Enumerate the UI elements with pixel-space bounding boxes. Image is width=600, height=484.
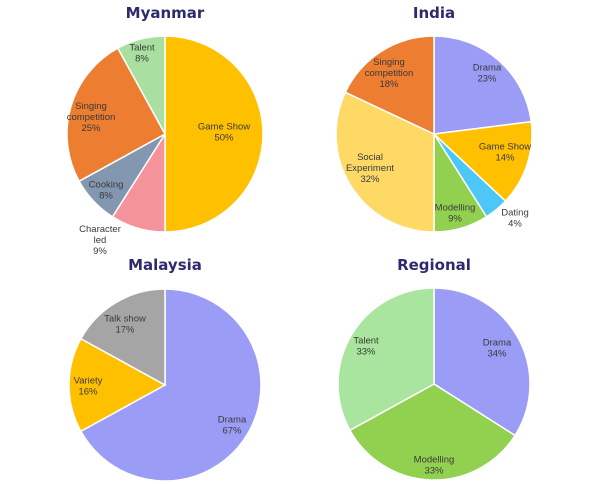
- slice-category: Social: [357, 152, 383, 163]
- slice-label: Cooking 8%: [89, 180, 124, 202]
- slice-percent: 14%: [495, 153, 515, 164]
- slice-percent: 32%: [360, 174, 380, 185]
- slice-label: Game Show 50%: [198, 122, 250, 144]
- slice-label: Dating 4%: [501, 208, 528, 230]
- slice-category: Singing: [373, 57, 405, 68]
- slice-category: Drama: [483, 338, 512, 349]
- slice-label: Modelling 9%: [435, 203, 476, 225]
- slice-percent: 25%: [81, 123, 101, 134]
- slice-percent: 4%: [508, 219, 522, 230]
- pie-slice: [344, 35, 435, 136]
- slice-category: Experiment: [346, 163, 394, 174]
- slice-percent: 50%: [214, 133, 234, 144]
- slice-category: Modelling: [435, 203, 476, 214]
- slice-percent: 34%: [487, 349, 507, 360]
- slice-category: Game Show: [198, 122, 250, 133]
- pie-slice: [116, 35, 166, 135]
- slice-percent: 23%: [477, 74, 497, 85]
- slice-percent: 16%: [78, 387, 98, 398]
- slice-percent: 67%: [222, 426, 242, 437]
- chart-title: Regional: [397, 256, 471, 274]
- slice-label: Character led 9%: [79, 224, 121, 257]
- slice-category: competition: [365, 68, 414, 79]
- chart-title: Myanmar: [126, 4, 205, 22]
- pie-chart-malaysia: Malaysia Drama 67% Variety 16% Talk show 17%: [68, 256, 262, 482]
- slice-label: Singing competition 25%: [67, 101, 116, 134]
- slice-label: Variety 16%: [74, 376, 103, 398]
- slice-percent: 8%: [135, 54, 149, 65]
- chart-title: India: [413, 4, 455, 22]
- slice-percent: 9%: [93, 246, 107, 257]
- pie-slice: [335, 91, 435, 233]
- slice-category: Talk show: [104, 314, 146, 325]
- slice-category: Character: [79, 224, 121, 235]
- slice-category: Drama: [473, 63, 502, 74]
- slice-category: Modelling: [414, 455, 455, 466]
- slice-category: Game Show: [479, 142, 531, 153]
- slice-percent: 9%: [448, 214, 462, 225]
- slice-label: Talk show 17%: [104, 314, 146, 336]
- slice-category: Talent: [353, 336, 379, 347]
- slice-label: Game Show 14%: [479, 142, 531, 164]
- slice-category: Singing: [75, 101, 107, 112]
- slice-label: Talent 33%: [353, 336, 379, 358]
- slice-label: Drama 34%: [483, 338, 512, 360]
- pie-slice: [79, 288, 166, 387]
- slice-percent: 8%: [99, 191, 113, 202]
- slice-percent: 17%: [115, 325, 135, 336]
- pie-slice: [337, 287, 435, 432]
- slice-percent: 18%: [379, 79, 399, 90]
- slice-category: led: [94, 235, 107, 246]
- slice-label: Social Experiment 32%: [346, 152, 394, 185]
- slice-category: Drama: [218, 415, 247, 426]
- pie-slice: [432, 120, 533, 203]
- pie-chart-myanmar: Myanmar Game Show 50% Character led 9% Cooking…: [66, 4, 264, 257]
- pie-slice: [164, 35, 264, 233]
- slice-percent: 33%: [356, 347, 376, 358]
- slice-category: competition: [67, 112, 116, 123]
- pie-slice: [68, 337, 167, 433]
- slice-category: Talent: [129, 43, 155, 54]
- slice-category: Dating: [501, 208, 528, 219]
- slice-percent: 33%: [424, 466, 444, 477]
- pie-slice: [66, 47, 167, 183]
- slice-label: Singing competition 18%: [365, 57, 414, 90]
- pie-chart-india: India Drama 23% Game Show 14% Dating 4% Modelli…: [335, 4, 533, 233]
- slice-label: Talent 8%: [129, 43, 155, 65]
- slice-category: Cooking: [89, 180, 124, 191]
- slice-category: Variety: [74, 376, 103, 387]
- slice-label: Modelling 33%: [414, 455, 455, 477]
- chart-title: Malaysia: [128, 256, 202, 274]
- pie-slice: [433, 35, 533, 135]
- slice-label: Drama 67%: [218, 415, 247, 437]
- slice-label: Drama 23%: [473, 63, 502, 85]
- pie-slice: [79, 288, 262, 482]
